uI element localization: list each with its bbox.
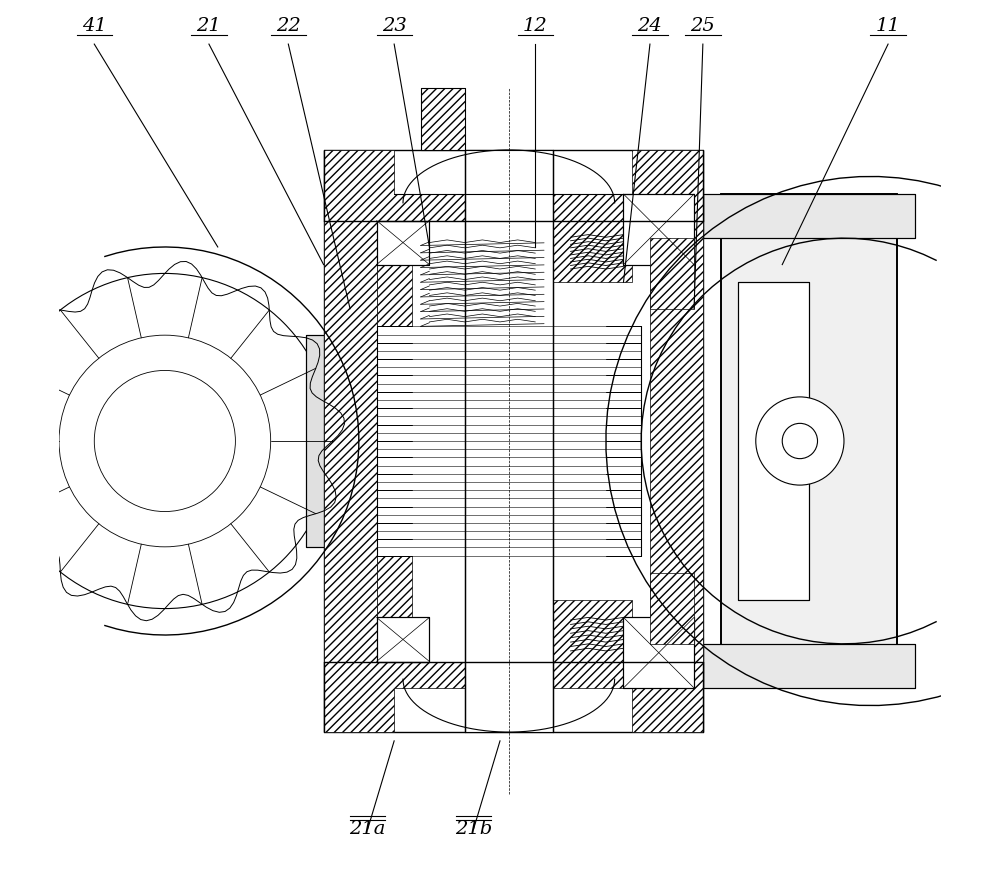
Bar — [623, 617, 694, 688]
Bar — [377, 220, 429, 265]
Text: 21b: 21b — [455, 820, 492, 838]
Polygon shape — [377, 238, 412, 326]
Polygon shape — [377, 556, 412, 644]
Bar — [324, 150, 703, 732]
Circle shape — [0, 273, 332, 609]
Bar — [738, 282, 809, 600]
Text: 11: 11 — [876, 18, 900, 35]
Bar — [738, 282, 809, 600]
Bar — [703, 644, 915, 688]
Polygon shape — [650, 220, 703, 662]
Polygon shape — [553, 220, 632, 282]
Circle shape — [782, 423, 818, 459]
Polygon shape — [650, 238, 694, 309]
Circle shape — [59, 335, 271, 547]
Bar — [703, 194, 915, 238]
Bar — [377, 617, 429, 662]
Bar — [377, 617, 429, 662]
Polygon shape — [324, 220, 377, 662]
Text: 21a: 21a — [350, 820, 386, 838]
Text: 24: 24 — [638, 18, 662, 35]
Text: 22: 22 — [276, 18, 301, 35]
Polygon shape — [650, 573, 694, 644]
Text: 41: 41 — [82, 18, 107, 35]
Bar — [703, 194, 915, 238]
Polygon shape — [324, 662, 703, 732]
Text: 23: 23 — [382, 18, 407, 35]
Bar — [421, 88, 465, 150]
Bar — [721, 194, 897, 688]
Bar — [721, 194, 897, 688]
Circle shape — [756, 397, 844, 485]
Bar — [306, 335, 341, 547]
Bar — [465, 150, 553, 732]
Circle shape — [94, 370, 235, 512]
Polygon shape — [553, 600, 632, 662]
Bar — [306, 335, 341, 547]
Text: 12: 12 — [523, 18, 548, 35]
Polygon shape — [324, 150, 703, 220]
Bar — [623, 194, 694, 265]
Text: 21: 21 — [197, 18, 221, 35]
Bar — [377, 220, 429, 265]
Bar — [623, 617, 694, 688]
Bar — [623, 194, 694, 265]
Bar — [703, 644, 915, 688]
Text: 25: 25 — [690, 18, 715, 35]
Polygon shape — [421, 88, 465, 150]
